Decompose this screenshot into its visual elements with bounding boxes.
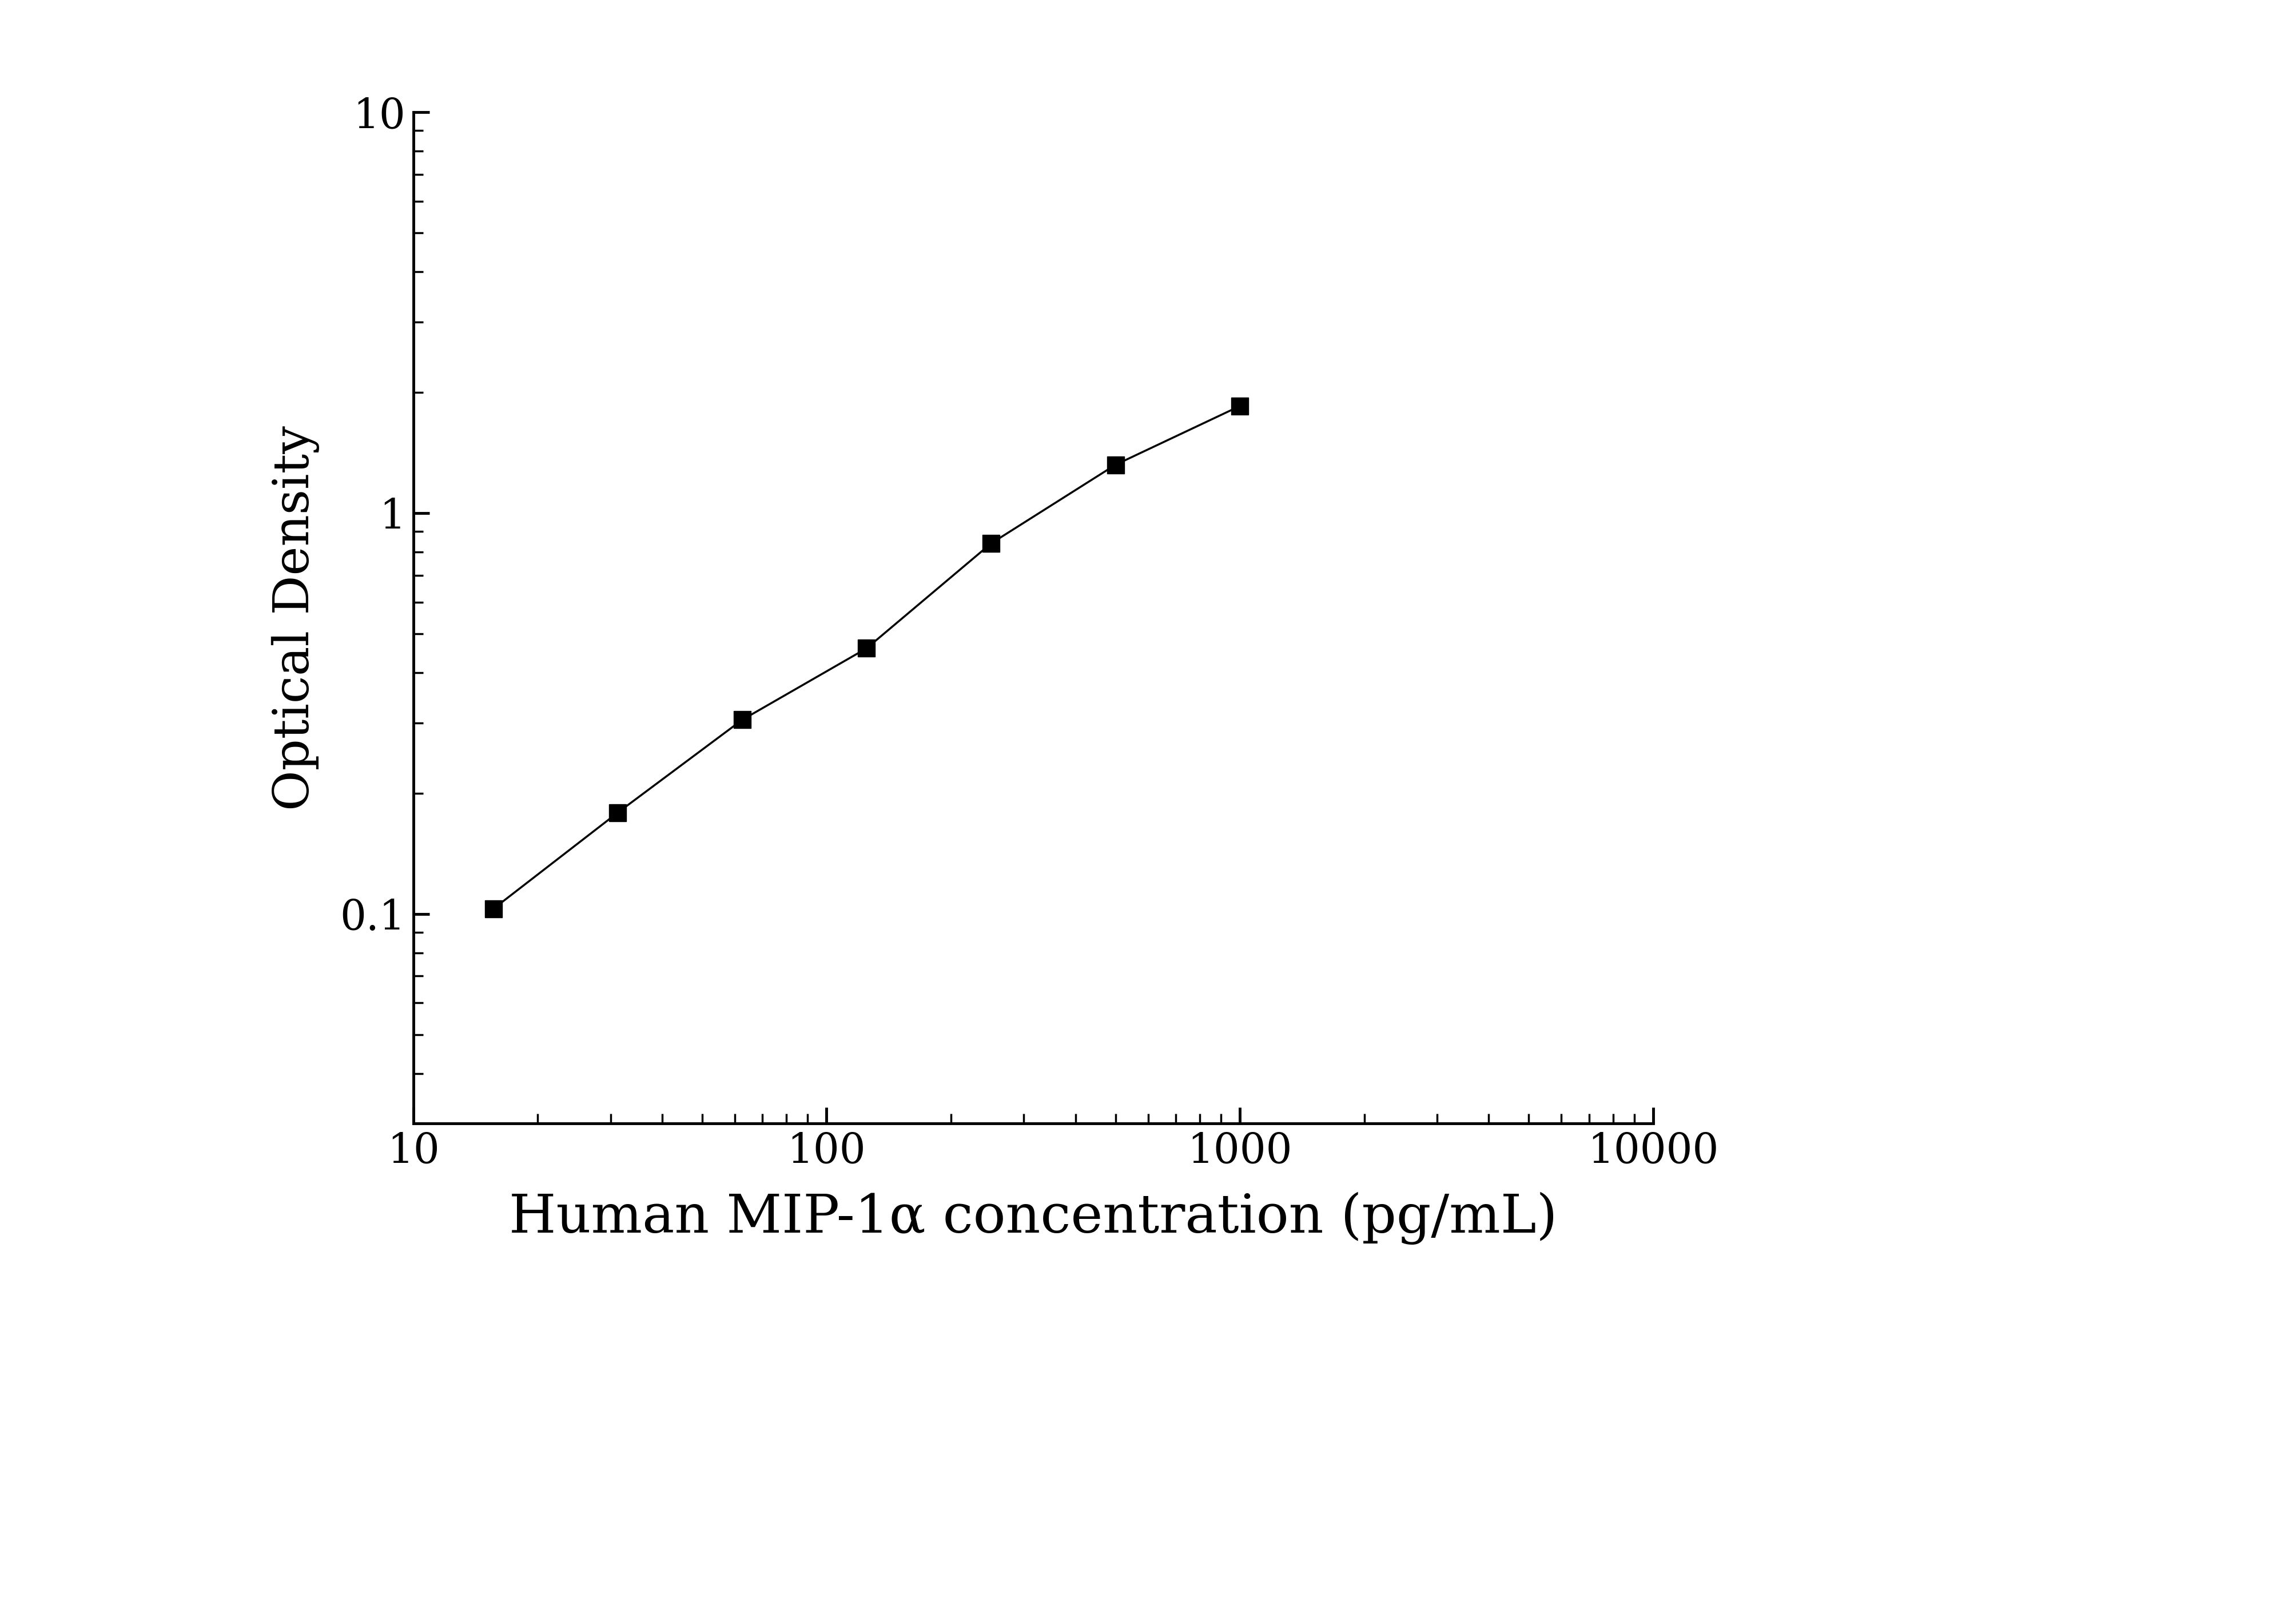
Y-axis label: Optical Density: Optical Density: [271, 425, 319, 811]
X-axis label: Human MIP-1α concentration (pg/mL): Human MIP-1α concentration (pg/mL): [510, 1191, 1557, 1244]
